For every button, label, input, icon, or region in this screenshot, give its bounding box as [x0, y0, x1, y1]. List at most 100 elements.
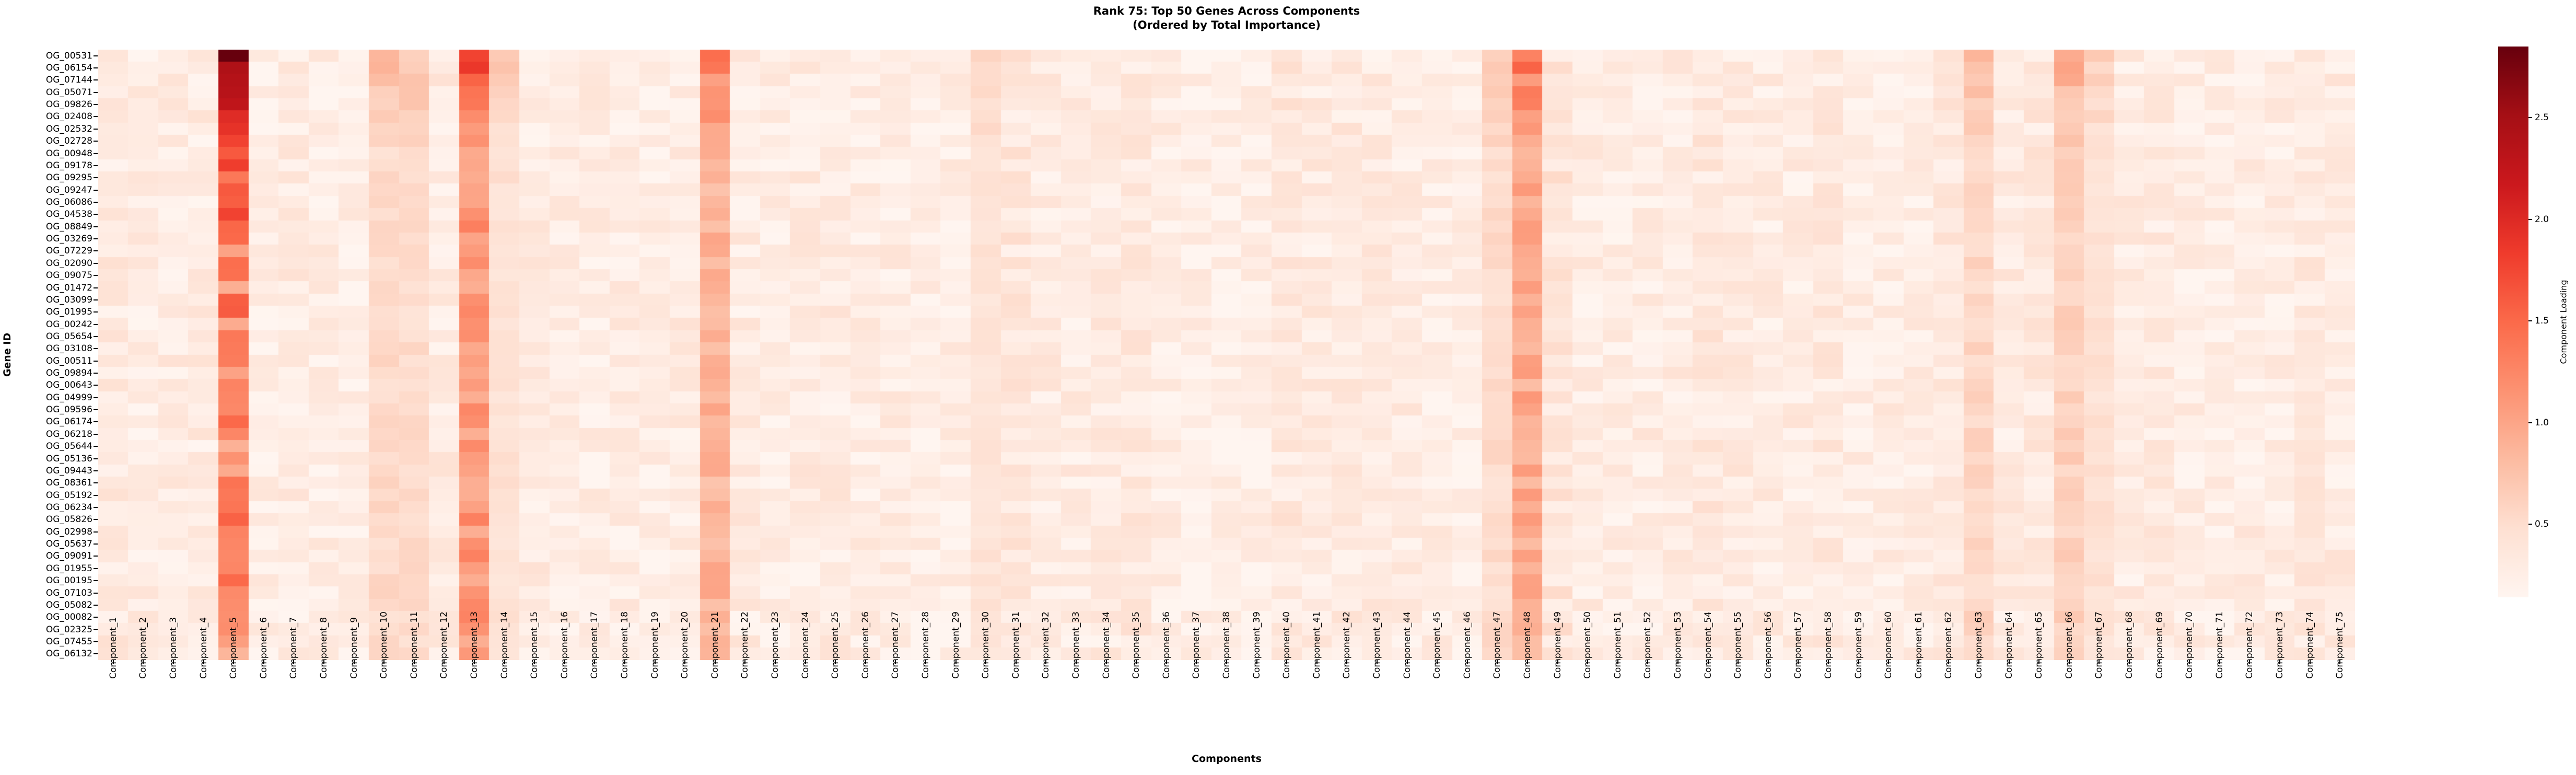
- y-tick-mark: [94, 323, 98, 325]
- x-tick-mark: [1948, 660, 1950, 664]
- x-tick-mark: [2008, 660, 2010, 664]
- x-tick-mark: [1105, 660, 1107, 664]
- x-tick-mark: [1256, 660, 1257, 664]
- colorbar: [2498, 47, 2528, 597]
- colorbar-tick-mark: [2528, 320, 2532, 322]
- x-tick-mark: [1466, 660, 1468, 664]
- y-tick-mark: [94, 482, 98, 484]
- y-tick-label: OG_05654: [45, 331, 92, 342]
- x-tick-mark: [504, 660, 505, 664]
- y-tick-label: OG_09596: [45, 404, 92, 415]
- colorbar-tick-label: 2.0: [2535, 214, 2549, 225]
- y-tick-label: OG_09075: [45, 270, 92, 281]
- x-tick-label: Component_49: [1552, 611, 1564, 767]
- y-tick-label: OG_07229: [45, 246, 92, 257]
- y-tick-label: OG_07455: [45, 636, 92, 647]
- x-tick-label: Component_59: [1853, 611, 1864, 767]
- y-tick-mark: [94, 531, 98, 533]
- x-tick-mark: [353, 660, 355, 664]
- x-tick-label: Component_3: [168, 617, 179, 767]
- x-tick-label: Component_54: [1703, 611, 1714, 767]
- heatmap-canvas: [98, 50, 2355, 660]
- x-tick-mark: [835, 660, 836, 664]
- y-tick-mark: [94, 519, 98, 520]
- x-tick-label: Component_33: [1070, 611, 1082, 767]
- x-tick-mark: [1587, 660, 1589, 664]
- y-tick-label: OG_02998: [45, 526, 92, 537]
- x-tick-label: Component_26: [860, 611, 871, 767]
- x-tick-mark: [2219, 660, 2220, 664]
- x-tick-mark: [2339, 660, 2341, 664]
- y-tick-mark: [94, 275, 98, 276]
- x-tick-mark: [1497, 660, 1498, 664]
- y-tick-label: OG_01995: [45, 307, 92, 318]
- y-tick-mark: [94, 214, 98, 215]
- x-tick-label: Component_60: [1883, 611, 1894, 767]
- y-tick-label: OG_04538: [45, 209, 92, 220]
- colorbar-label: Component Loading: [2558, 280, 2569, 364]
- x-tick-label: Component_53: [1672, 611, 1684, 767]
- y-tick-label: OG_01472: [45, 282, 92, 293]
- y-tick-mark: [94, 348, 98, 350]
- x-tick-label: Component_8: [318, 617, 330, 767]
- x-tick-mark: [1377, 660, 1378, 664]
- x-tick-label: Component_66: [2064, 611, 2075, 767]
- x-tick-label: Component_17: [589, 611, 600, 767]
- y-tick-mark: [94, 458, 98, 459]
- x-axis-label: Components: [1192, 753, 1262, 765]
- colorbar-tick-mark: [2528, 218, 2532, 220]
- y-tick-mark: [94, 79, 98, 81]
- y-tick-mark: [94, 494, 98, 496]
- x-tick-label: Component_15: [529, 611, 540, 767]
- y-tick-label: OG_07144: [45, 75, 92, 86]
- x-tick-mark: [1316, 660, 1318, 664]
- colorbar-tick-label: 1.0: [2535, 417, 2549, 428]
- y-tick-label: OG_05082: [45, 599, 92, 610]
- y-tick-label: OG_09894: [45, 368, 92, 379]
- x-tick-mark: [775, 660, 776, 664]
- x-tick-mark: [383, 660, 385, 664]
- y-tick-label: OG_06132: [45, 649, 92, 660]
- y-tick-label: OG_09826: [45, 99, 92, 110]
- y-tick-mark: [94, 543, 98, 545]
- x-tick-label: Component_44: [1402, 611, 1413, 767]
- x-tick-mark: [1015, 660, 1017, 664]
- x-tick-label: Component_28: [920, 611, 931, 767]
- x-tick-label: Component_16: [559, 611, 570, 767]
- x-tick-mark: [1828, 660, 1829, 664]
- y-tick-label: OG_02728: [45, 136, 92, 147]
- x-tick-label: Component_51: [1612, 611, 1624, 767]
- x-tick-label: Component_47: [1491, 611, 1503, 767]
- y-tick-mark: [94, 507, 98, 508]
- x-tick-mark: [564, 660, 565, 664]
- x-tick-label: Component_30: [980, 611, 992, 767]
- y-tick-mark: [94, 91, 98, 93]
- x-tick-label: Component_42: [1341, 611, 1353, 767]
- x-tick-mark: [684, 660, 686, 664]
- y-tick-mark: [94, 373, 98, 374]
- y-tick-mark: [94, 262, 98, 264]
- x-tick-mark: [2038, 660, 2040, 664]
- y-tick-mark: [94, 568, 98, 569]
- x-tick-mark: [744, 660, 746, 664]
- x-tick-mark: [925, 660, 926, 664]
- x-tick-mark: [474, 660, 475, 664]
- y-tick-mark: [94, 226, 98, 227]
- x-tick-label: Component_64: [2003, 611, 2015, 767]
- x-tick-mark: [1226, 660, 1227, 664]
- y-tick-mark: [94, 116, 98, 118]
- y-tick-label: OG_03269: [45, 234, 92, 245]
- colorbar-tick-label: 1.5: [2535, 316, 2549, 327]
- x-tick-mark: [624, 660, 625, 664]
- y-tick-label: OG_00242: [45, 319, 92, 330]
- y-tick-mark: [94, 299, 98, 300]
- x-tick-label: Component_4: [198, 617, 209, 767]
- x-tick-mark: [173, 660, 174, 664]
- x-tick-label: Component_63: [1973, 611, 1985, 767]
- x-tick-label: Component_69: [2154, 611, 2165, 767]
- x-tick-label: Component_38: [1221, 611, 1232, 767]
- colorbar-tick-mark: [2528, 523, 2532, 525]
- x-tick-label: Component_11: [409, 611, 420, 767]
- x-tick-label: Component_7: [288, 617, 299, 767]
